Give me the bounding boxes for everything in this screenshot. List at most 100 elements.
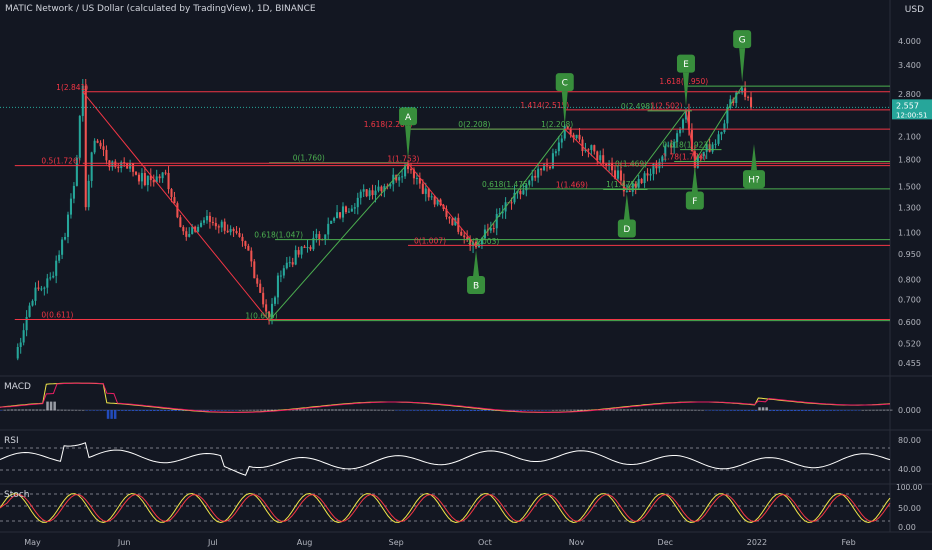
- candle-body: [34, 287, 37, 301]
- candle-body: [338, 212, 342, 218]
- candle-body: [55, 260, 58, 276]
- macd-hist-bar: [370, 409, 373, 411]
- macd-hist-bar: [857, 410, 861, 411]
- fib-label: 1(1.475): [606, 180, 638, 189]
- candle-body: [690, 130, 693, 152]
- pattern-marker: [399, 107, 418, 126]
- pattern-pointer: [682, 72, 689, 107]
- candle-body: [409, 169, 413, 171]
- pattern-label: H?: [748, 176, 760, 186]
- candle-body: [537, 168, 540, 178]
- time-tick: Aug: [297, 538, 313, 547]
- candle-body: [593, 145, 596, 152]
- candle-body: [72, 185, 75, 199]
- macd-hist-bar: [751, 410, 754, 411]
- macd-hist-bar: [551, 409, 555, 411]
- time-tick: Dec: [658, 538, 673, 547]
- macd-hist-bar: [469, 410, 473, 411]
- candle-body: [430, 196, 433, 198]
- macd-hist-bar: [455, 410, 459, 411]
- macd-hist-bar: [217, 410, 220, 411]
- macd-hist-bar: [658, 409, 662, 411]
- price-tick: 2.800: [898, 90, 921, 99]
- macd-hist-bar: [484, 410, 487, 411]
- candle-body: [407, 164, 410, 170]
- macd-hist-bar: [323, 409, 327, 411]
- macd-hist-bar: [210, 410, 213, 411]
- fib-trend-line: [564, 128, 628, 190]
- candle-body: [223, 221, 226, 231]
- candle-body: [611, 163, 614, 171]
- macd-hist-bar: [879, 409, 882, 411]
- candle-body: [114, 161, 117, 167]
- candle-body: [350, 208, 353, 212]
- candle-body: [619, 170, 622, 181]
- candle-body: [43, 287, 46, 289]
- macd-hist-bar: [359, 409, 363, 411]
- candle-body: [66, 214, 70, 237]
- macd-hist-bar: [783, 410, 786, 411]
- macd-hist-bar: [797, 410, 800, 411]
- macd-hist-bar: [316, 409, 320, 411]
- macd-hist-bar: [270, 409, 274, 411]
- pattern-pointer: [623, 193, 630, 220]
- candle-body: [188, 233, 191, 237]
- candle-body: [469, 238, 472, 247]
- candle-body: [723, 123, 726, 132]
- macd-hist-bar: [573, 409, 576, 411]
- candle-body: [398, 177, 401, 181]
- macd-hist-bar: [398, 410, 402, 411]
- candle-body: [256, 278, 259, 284]
- pattern-pointer: [405, 125, 412, 160]
- candle-body: [720, 131, 723, 135]
- macd-hist-bar: [331, 409, 334, 411]
- macd-hist-bar: [523, 410, 526, 411]
- macd-hist-bar: [516, 410, 519, 411]
- time-tick: Oct: [478, 538, 492, 547]
- macd-hist-bar: [466, 410, 469, 411]
- candle-body: [140, 173, 143, 182]
- macd-hist-bar: [473, 410, 476, 411]
- macd-hist-bar: [491, 410, 494, 411]
- rsi-label: RSI: [4, 436, 19, 446]
- macd-hist-bar: [665, 409, 669, 411]
- macd-hist-bar: [423, 410, 427, 411]
- macd-hist-bar: [829, 410, 832, 411]
- macd-hist-bar: [110, 410, 113, 419]
- macd-hist-bar: [548, 410, 551, 411]
- candle-body: [330, 220, 333, 224]
- candle-body: [445, 209, 448, 217]
- macd-hist-bar: [825, 410, 829, 411]
- candle-body: [554, 151, 557, 154]
- candle-body: [356, 197, 359, 208]
- macd-hist-bar: [690, 409, 694, 411]
- candle-body: [37, 287, 40, 289]
- pattern-point-e: E: [676, 54, 695, 107]
- pattern-marker: [685, 191, 704, 210]
- macd-hist-bar: [99, 410, 103, 411]
- last-price-value: 2.557: [896, 101, 919, 110]
- macd-hist-bar: [669, 409, 672, 411]
- candle-body: [540, 168, 543, 171]
- fib-label: 0(2.498): [621, 102, 653, 111]
- macd-hist-bar: [356, 409, 359, 411]
- macd-tick: 0.000: [898, 406, 921, 415]
- candle-body: [46, 278, 49, 288]
- macd-hist-bar: [49, 401, 53, 411]
- candles: [16, 78, 753, 361]
- macd-hist-bar: [434, 410, 437, 411]
- candle-body: [205, 215, 209, 221]
- macd-hist-bar: [352, 409, 355, 411]
- macd-hist-bar: [537, 410, 541, 411]
- macd-hist-bar: [740, 410, 743, 411]
- candle-body: [735, 92, 738, 103]
- macd-hist-bar: [409, 410, 412, 411]
- macd-hist-bar: [135, 410, 138, 411]
- macd-hist-bar: [868, 409, 872, 411]
- candle-body: [137, 174, 141, 182]
- candle-body: [380, 186, 383, 192]
- candle-body: [81, 85, 84, 116]
- candle-body: [279, 275, 282, 277]
- candle-body: [25, 316, 28, 331]
- macd-hist-bar: [341, 409, 345, 411]
